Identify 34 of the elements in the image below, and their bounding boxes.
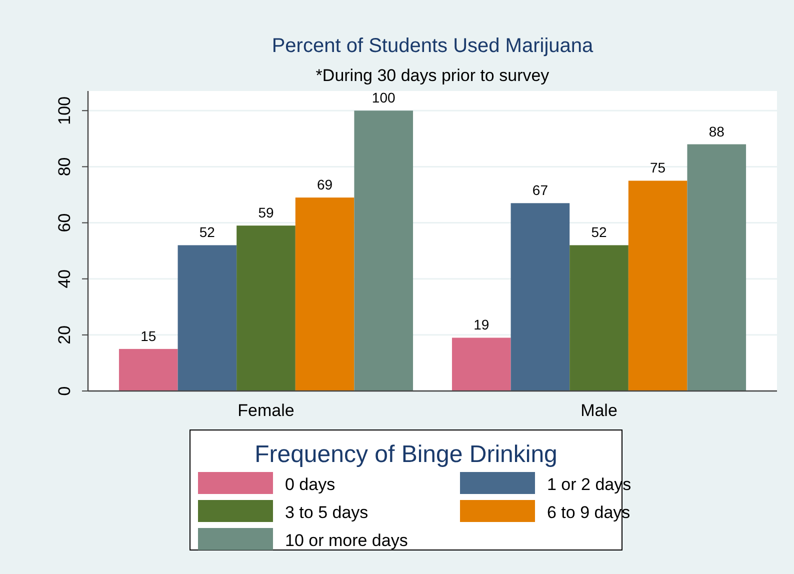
bar [236,226,296,391]
data-label: 88 [708,123,725,140]
y-tick-label: 20 [55,325,74,344]
chart-title: Percent of Students Used Marijuana [272,35,594,57]
x-tick-label: Female [238,401,294,420]
legend-label: 10 or more days [285,531,408,550]
data-label: 52 [591,224,608,240]
legend-title: Frequency of Binge Drinking [254,441,558,468]
data-label: 59 [258,204,274,221]
y-tick-label: 60 [55,213,74,232]
data-label: 19 [474,316,490,333]
data-label: 15 [140,328,156,344]
data-label: 75 [650,160,666,176]
bar [628,180,688,391]
y-tick-label: 0 [55,386,74,396]
x-tick-label: Male [580,401,618,420]
y-tick-label: 80 [55,157,74,176]
bar [510,203,570,391]
chart-subtitle: *During 30 days prior to survey [316,66,550,85]
bar [295,198,354,391]
bar [354,110,414,391]
bar [452,338,511,391]
data-label: 67 [532,182,548,198]
legend-label: 3 to 5 days [285,503,368,522]
data-label: 52 [199,224,216,240]
data-label: 100 [372,90,396,106]
legend-label: 0 days [285,475,336,494]
bar [118,348,178,391]
y-tick-label: 40 [55,269,74,288]
bar [687,144,746,391]
data-label: 69 [317,176,333,193]
bar [570,245,628,391]
bar [178,245,237,391]
y-tick-label: 100 [55,96,74,125]
